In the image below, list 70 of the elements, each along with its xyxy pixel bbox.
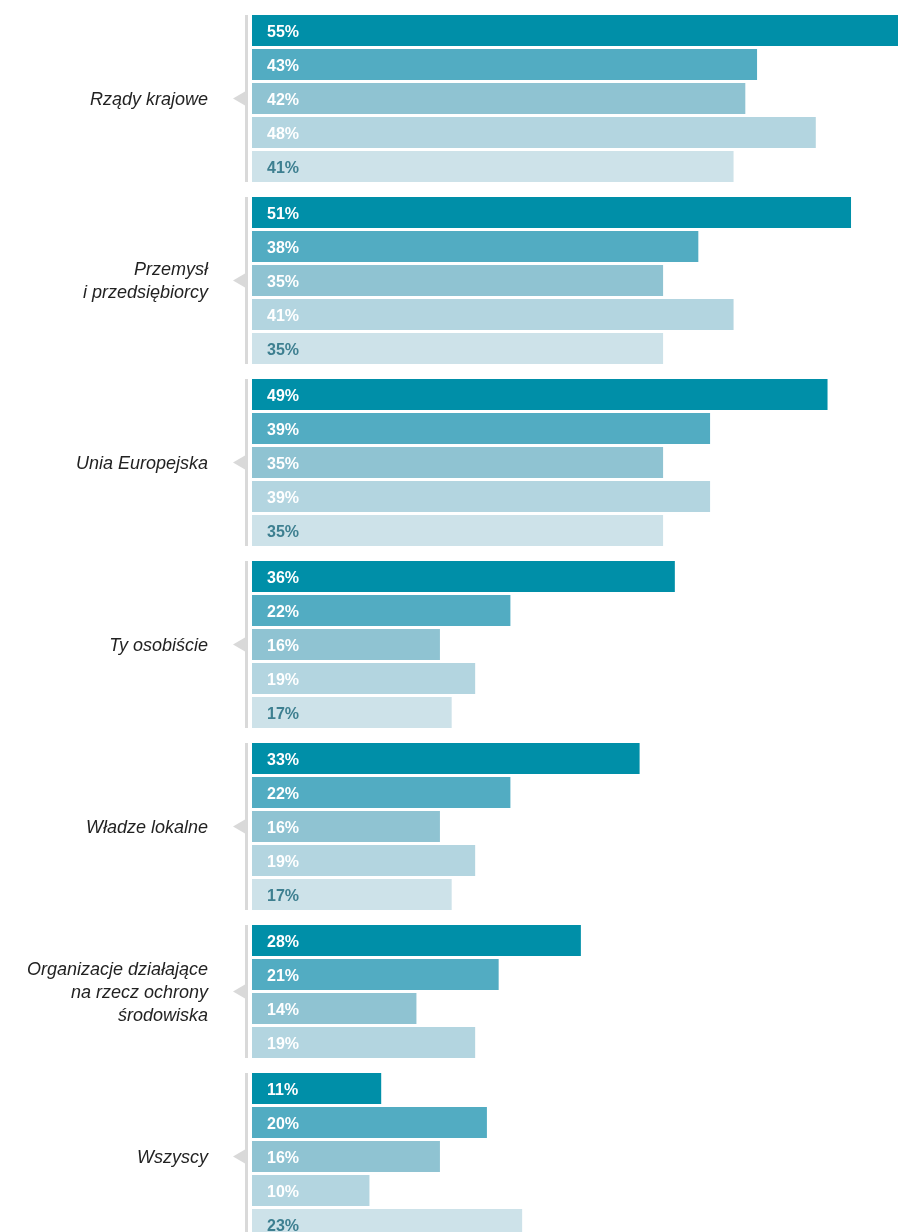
data-label: 55% <box>267 22 300 40</box>
data-label: 39% <box>267 420 300 438</box>
bar <box>252 379 828 410</box>
data-label: 33% <box>267 750 300 768</box>
data-label: 19% <box>267 1034 300 1052</box>
data-label: 35% <box>267 340 300 358</box>
bar <box>252 993 417 1024</box>
y-tick-label: Unia Europejska <box>75 452 208 473</box>
bar <box>252 413 711 444</box>
bar <box>252 925 581 956</box>
data-label: 49% <box>267 386 300 404</box>
bar <box>252 845 476 876</box>
bar <box>252 117 816 148</box>
data-label: 10% <box>267 1182 300 1200</box>
bar <box>252 265 664 296</box>
y-tick-label: Ty osobiście <box>109 634 208 655</box>
data-label: 43% <box>267 56 300 74</box>
bar <box>252 481 711 512</box>
data-label: 41% <box>267 158 300 176</box>
data-label: 38% <box>267 238 300 256</box>
bar <box>252 629 440 660</box>
data-label: 17% <box>267 886 300 904</box>
y-tick-label: Władze lokalne <box>85 816 208 837</box>
data-label: 22% <box>267 784 300 802</box>
data-label: 21% <box>267 966 300 984</box>
bar <box>252 299 734 330</box>
bar <box>252 447 664 478</box>
bar <box>252 197 852 228</box>
bar <box>252 151 734 182</box>
data-label: 22% <box>267 602 300 620</box>
bar <box>252 333 664 364</box>
data-label: 16% <box>267 636 300 654</box>
bar <box>252 959 499 990</box>
y-tick-label: Organizacje działające na rzecz ochrony środowiska <box>26 958 209 1025</box>
bar <box>252 663 476 694</box>
bar <box>252 697 452 728</box>
data-label: 19% <box>267 670 300 688</box>
data-label: 16% <box>267 818 300 836</box>
y-tick-label: Rządy krajowe <box>89 88 208 109</box>
data-label: 51% <box>267 204 300 222</box>
data-label: 39% <box>267 488 300 506</box>
bar <box>252 879 452 910</box>
data-label: 36% <box>267 568 300 586</box>
data-label: 35% <box>267 454 300 472</box>
data-label: 28% <box>267 932 300 950</box>
data-label: 35% <box>267 522 300 540</box>
data-label: 35% <box>267 272 300 290</box>
bar <box>252 777 511 808</box>
data-label: 42% <box>267 90 300 108</box>
y-tick-label: Przemysł i przedsiębiorcy <box>82 259 209 302</box>
y-tick-label: Wszyscy <box>137 1146 209 1167</box>
data-label: 23% <box>267 1216 300 1232</box>
bar <box>252 743 640 774</box>
data-label: 41% <box>267 306 300 324</box>
bar <box>252 811 440 842</box>
bar <box>252 1027 476 1058</box>
bar <box>252 49 758 80</box>
bar <box>252 15 898 46</box>
data-label: 16% <box>267 1148 300 1166</box>
bar <box>252 515 664 546</box>
data-label: 48% <box>267 124 300 142</box>
data-label: 19% <box>267 852 300 870</box>
bar <box>252 561 675 592</box>
bar <box>252 231 699 262</box>
data-label: 20% <box>267 1114 300 1132</box>
data-label: 11% <box>267 1080 299 1098</box>
bar <box>252 83 746 114</box>
data-label: 17% <box>267 704 300 722</box>
bar <box>252 595 511 626</box>
data-label: 14% <box>267 1000 300 1018</box>
